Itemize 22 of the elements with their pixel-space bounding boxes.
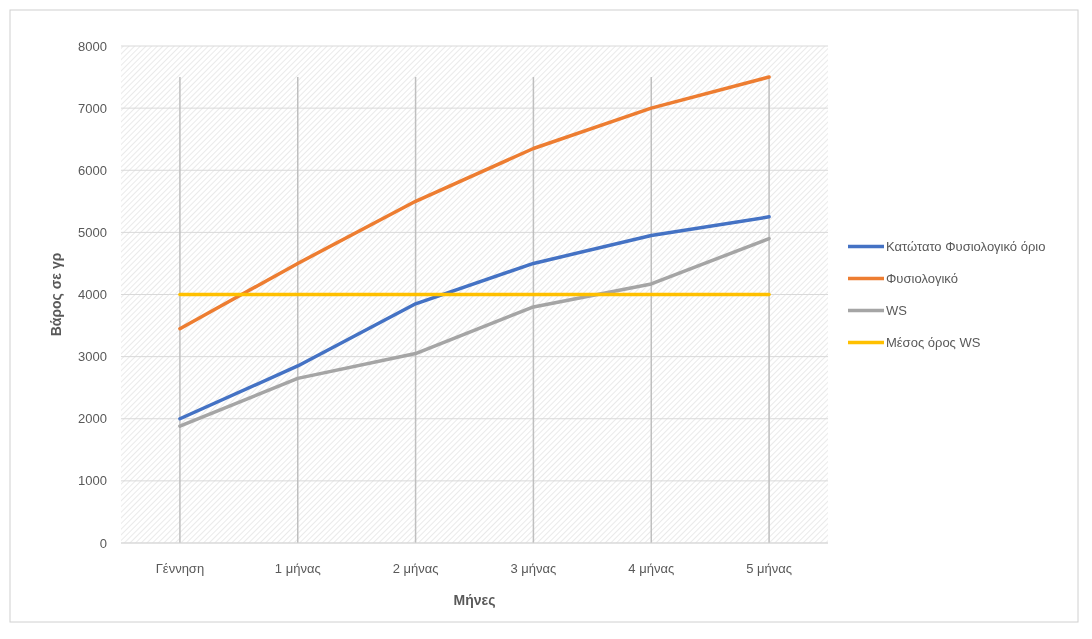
legend-label: WS bbox=[886, 303, 908, 319]
x-tick-label: Γέννηση bbox=[155, 561, 205, 576]
y-tick-label: 3000 bbox=[78, 349, 107, 365]
x-tick-label: 2 μήνας bbox=[392, 561, 439, 576]
legend-label: Μέσος όρος WS bbox=[886, 335, 981, 351]
x-tick-label: 1 μήνας bbox=[274, 561, 321, 576]
legend-label: Φυσιολογικό bbox=[886, 271, 958, 287]
x-tick-label: 5 μήνας bbox=[746, 561, 793, 576]
x-tick-label: 3 μήνας bbox=[510, 561, 557, 576]
y-tick-label: 4000 bbox=[78, 287, 107, 303]
y-tick-label: 8000 bbox=[78, 38, 107, 54]
x-tick-label: 4 μήνας bbox=[628, 561, 675, 576]
x-axis-title: Μήνες bbox=[453, 592, 496, 608]
y-tick-label: 7000 bbox=[78, 100, 107, 116]
y-axis-title: Βάρος σε γρ bbox=[48, 252, 64, 337]
line-series bbox=[178, 75, 771, 331]
y-tick-label: 0 bbox=[99, 535, 107, 551]
y-tick-label: 1000 bbox=[78, 473, 107, 489]
y-tick-label: 2000 bbox=[78, 411, 107, 427]
legend-label: Κατώτατο Φυσιολογικό όριο bbox=[886, 239, 1046, 255]
y-tick-label: 6000 bbox=[78, 162, 107, 178]
y-tick-label: 5000 bbox=[78, 224, 107, 240]
